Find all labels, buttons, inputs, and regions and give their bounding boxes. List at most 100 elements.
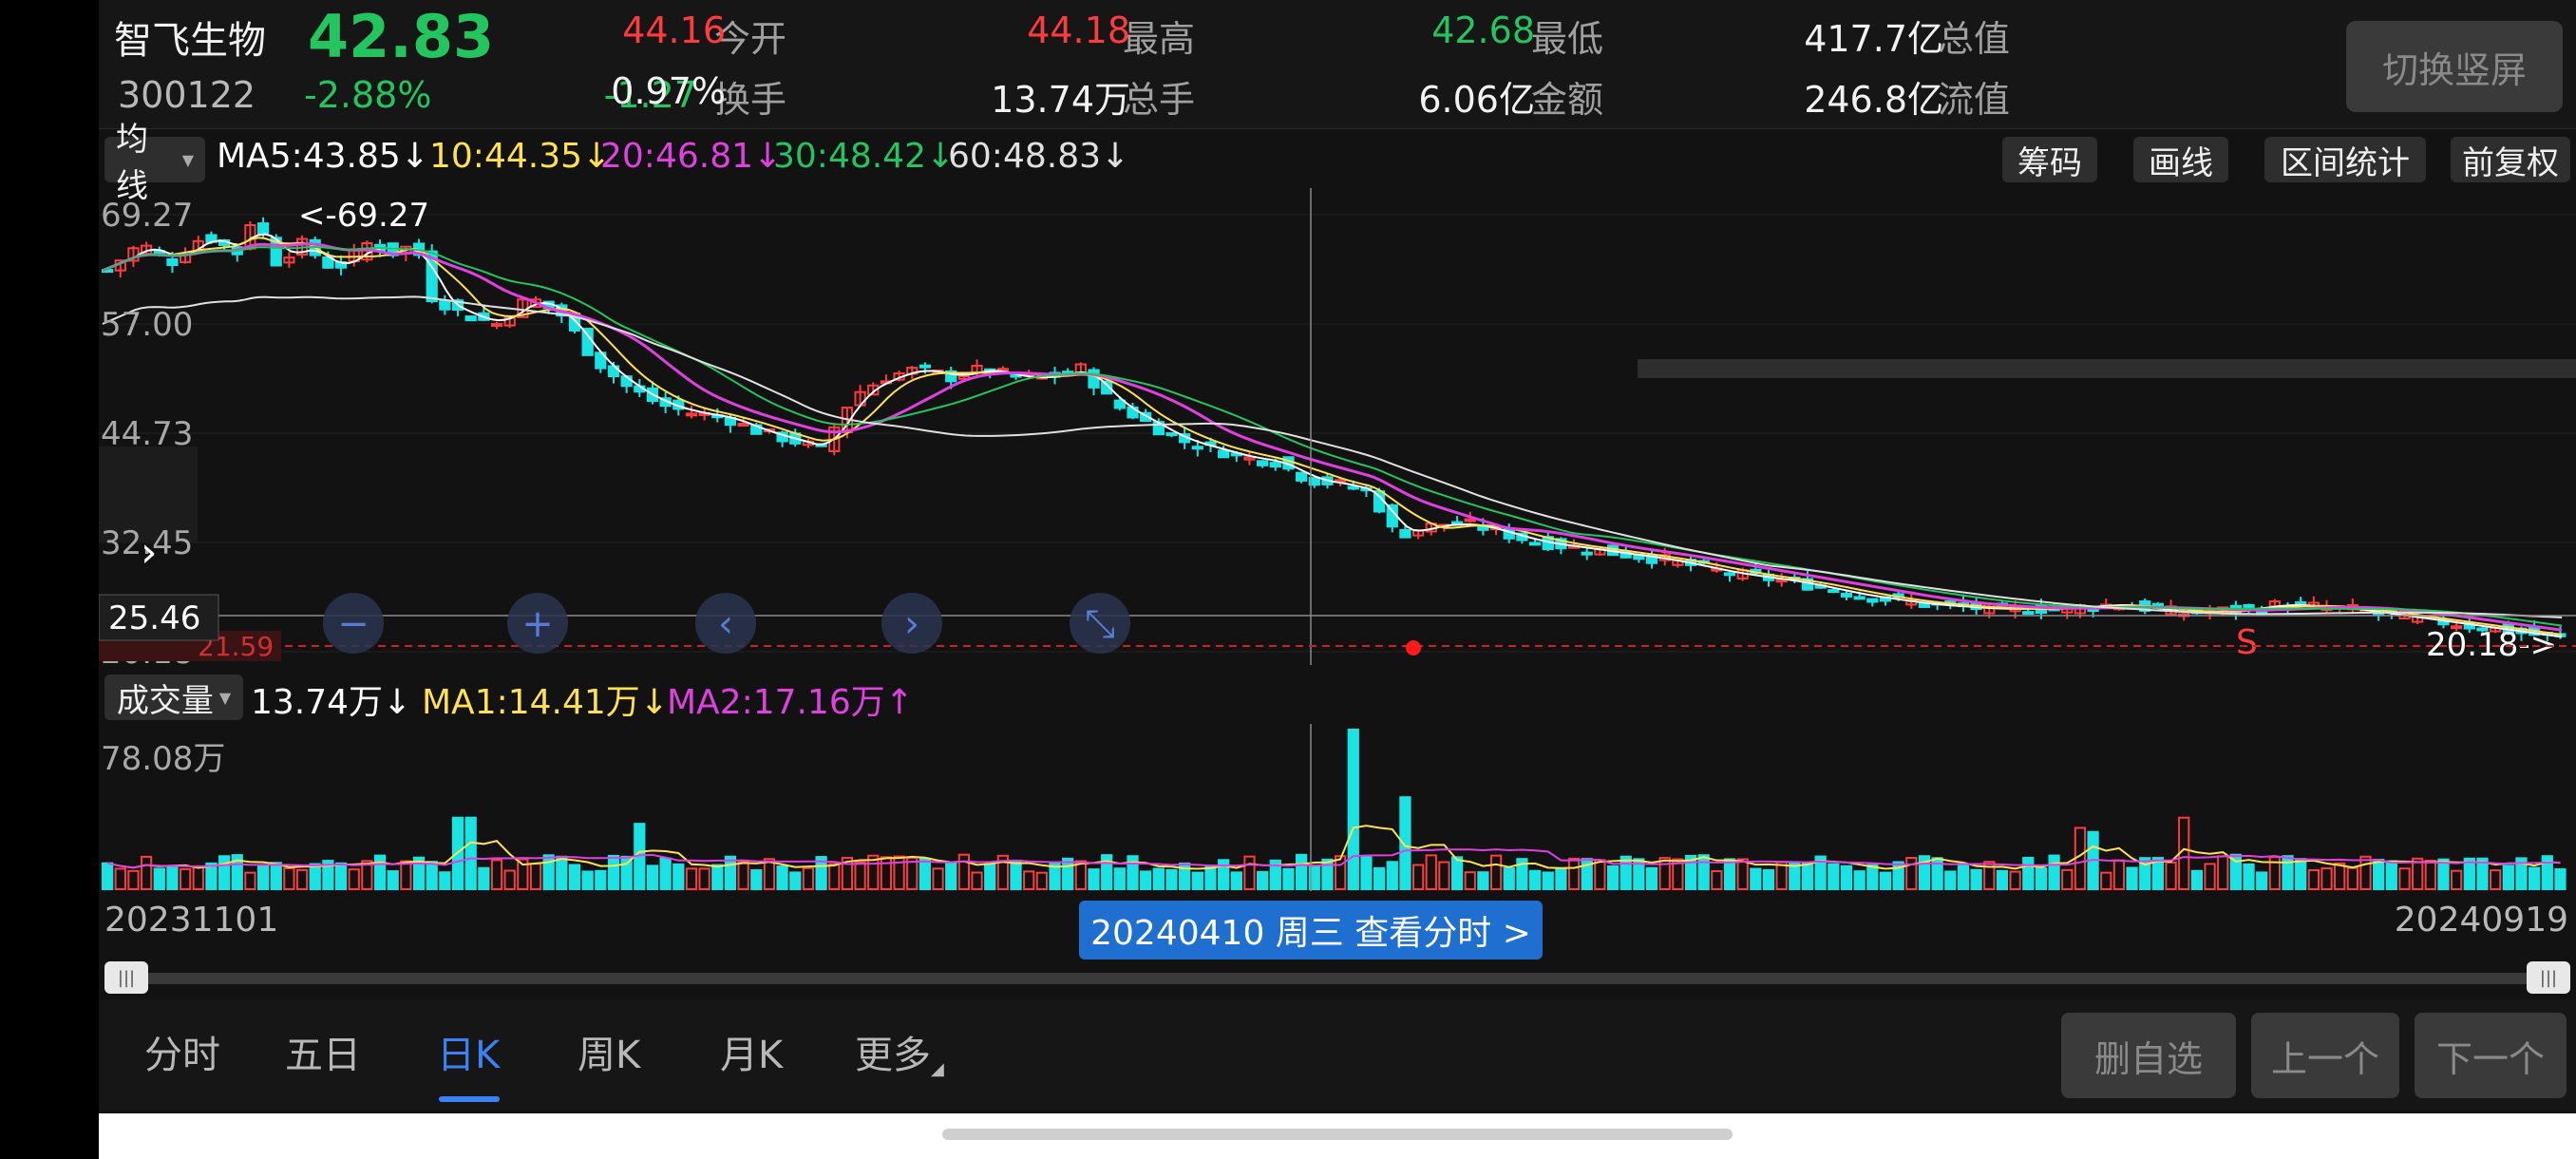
tab-five-day[interactable]: 五日	[285, 1034, 361, 1077]
candle-body	[1347, 485, 1359, 490]
volume-bar	[2165, 861, 2177, 890]
candle-body	[1257, 460, 1269, 466]
volume-bar	[2139, 857, 2151, 891]
candle-body	[1464, 518, 1476, 522]
volume-bar	[2359, 855, 2372, 891]
tab-intraday[interactable]: 分时	[144, 1034, 220, 1077]
zoom-out-icon-bg[interactable]	[323, 593, 384, 654]
volume-indicator-row: 成交量 ▼ 13.74万↓ MA1:14.41万↓ MA2:17.16万↑	[99, 671, 2576, 724]
forward-adjust-button[interactable]: 前复权	[2451, 137, 2570, 182]
crosshair-price-box	[99, 594, 219, 641]
tab-monthly-k[interactable]: 月K	[720, 1034, 784, 1077]
volume-bar	[2022, 856, 2035, 890]
candle-body	[1296, 471, 1308, 482]
view-intraday-button[interactable]: 20240410 周三 查看分时 >	[1079, 901, 1543, 960]
volume-bar	[1697, 854, 1710, 890]
pan-right-icon[interactable]: ›	[904, 602, 919, 646]
scroll-track[interactable]	[108, 973, 2567, 984]
volume-bar	[244, 871, 256, 890]
zoom-in-icon[interactable]: +	[521, 602, 554, 646]
volume-bar	[1282, 867, 1295, 890]
volume-bar	[1672, 858, 1684, 890]
volume-bar	[2424, 859, 2436, 890]
volume-bar	[2437, 858, 2450, 891]
volume-bar	[2490, 869, 2502, 890]
candle-body	[1723, 572, 1736, 577]
kline-chart[interactable]: 69.2757.0044.7332.4520.18<-69.2720.18->S…	[99, 188, 2576, 665]
change-amount: -1.27	[603, 74, 697, 116]
volume-bar	[1373, 866, 1386, 891]
change-percent: -2.88%	[304, 74, 432, 116]
volume-bar	[919, 857, 932, 890]
volume-bar	[1204, 865, 1217, 891]
volume-bar	[1866, 864, 1879, 891]
home-indicator[interactable]	[942, 1129, 1733, 1140]
volume-bar	[1399, 796, 1411, 890]
pan-right-icon-bg[interactable]	[881, 593, 942, 654]
pan-left-icon-bg[interactable]	[695, 593, 756, 654]
volume-chart[interactable]: 78.08万	[99, 724, 2576, 891]
corner-triangle-icon: ◢	[931, 1059, 944, 1079]
zoom-out-icon[interactable]: −	[337, 602, 369, 646]
candle-body	[1269, 462, 1281, 468]
tab-more[interactable]: 更多◢	[855, 1024, 944, 1079]
volume-bar	[114, 867, 126, 890]
stat-total-value-label: 总值	[1938, 18, 2011, 60]
tab-daily-k[interactable]: 日K	[437, 1034, 501, 1077]
remove-favorite-button[interactable]: 删自选	[2061, 1013, 2236, 1098]
volume-bar	[1438, 861, 1450, 891]
previous-stock-button[interactable]: 上一个	[2251, 1013, 2399, 1098]
volume-bar	[464, 816, 477, 890]
volume-axis-max-label: 78.08万	[101, 740, 225, 778]
volume-bar	[1010, 860, 1022, 890]
high-price-annotation: <-69.27	[298, 197, 429, 235]
range-scrollbar[interactable]: ||| |||	[99, 958, 2576, 996]
volume-bar	[1944, 870, 1957, 891]
volume-bar	[1425, 854, 1437, 891]
volume-bar	[2515, 857, 2528, 890]
volume-bar	[750, 869, 763, 891]
pan-left-icon[interactable]: ‹	[718, 602, 733, 646]
volume-bar	[127, 869, 140, 891]
draw-line-button[interactable]: 画线	[2133, 137, 2228, 182]
volume-bar	[1411, 864, 1425, 891]
chips-button[interactable]: 筹码	[2002, 137, 2097, 182]
switch-portrait-button[interactable]: 切换竖屏	[2346, 21, 2563, 112]
scroll-handle-right-icon[interactable]: |||	[2527, 961, 2570, 994]
volume-bar	[1113, 867, 1126, 891]
volume-selector-label: 成交量	[116, 681, 214, 720]
reset-zoom-icon[interactable]: ⤡	[1085, 602, 1115, 646]
volume-bar	[2412, 857, 2424, 890]
range-stats-button[interactable]: 区间统计	[2264, 137, 2426, 182]
volume-bar	[1335, 855, 1347, 891]
crosshair-price-label: 25.46	[108, 599, 200, 637]
stock-code: 300122	[118, 74, 256, 116]
tab-weekly-k[interactable]: 周K	[578, 1034, 641, 1077]
zoom-in-icon-bg[interactable]	[507, 593, 568, 654]
volume-bar	[984, 863, 996, 891]
volume-bar	[2151, 857, 2165, 891]
next-stock-button[interactable]: 下一个	[2415, 1013, 2567, 1098]
ma-selector[interactable]: 均线 ▼	[104, 121, 205, 205]
scroll-handle-left-icon[interactable]: |||	[104, 961, 148, 994]
sell-signal-marker: S	[2236, 623, 2258, 662]
volume-value: 13.74万↓	[251, 683, 412, 722]
volume-bar	[102, 862, 114, 890]
volume-bar	[2074, 826, 2087, 890]
volume-bar	[1450, 856, 1464, 891]
volume-bar	[256, 864, 270, 890]
reset-zoom-icon-bg[interactable]	[1070, 593, 1130, 654]
volume-bar	[1257, 870, 1269, 890]
volume-bar	[1542, 871, 1554, 891]
volume-selector[interactable]: 成交量 ▼	[104, 674, 243, 720]
volume-bar	[426, 861, 438, 891]
volume-bar	[153, 867, 165, 891]
volume-bar	[2346, 866, 2358, 891]
volume-bar	[2217, 855, 2229, 890]
volume-bar	[724, 855, 737, 890]
volume-bar	[1762, 868, 1775, 891]
volume-bar	[737, 861, 749, 891]
volume-bar	[1879, 871, 1892, 891]
volume-bar	[1723, 858, 1736, 890]
volume-bar	[2476, 857, 2489, 891]
